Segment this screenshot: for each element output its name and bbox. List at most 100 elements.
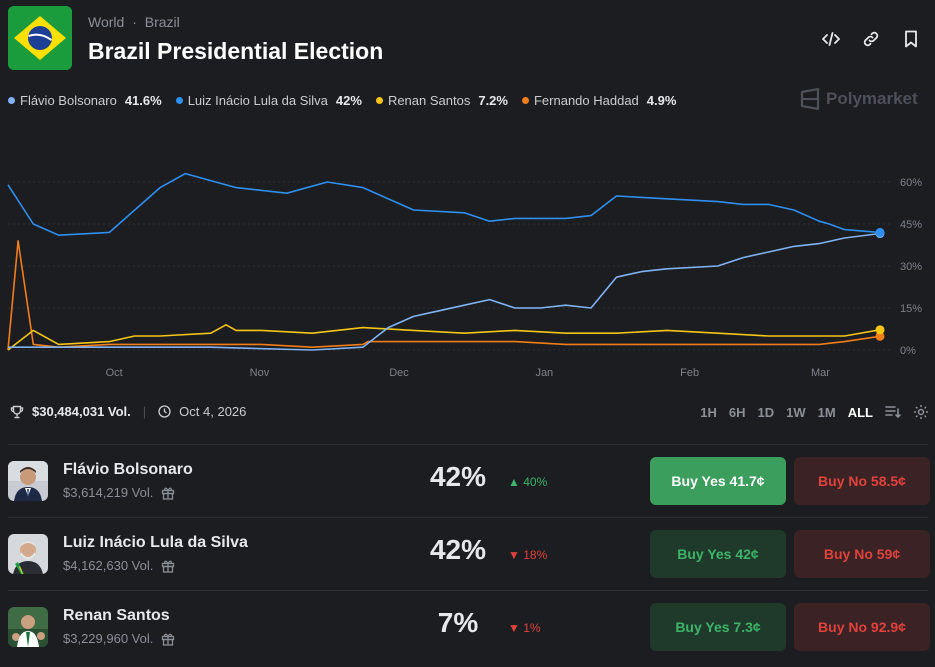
legend-value: 4.9% <box>646 93 677 108</box>
candidate-avatar <box>8 607 48 647</box>
series-line <box>7 324 881 351</box>
legend-item-haddad: Fernando Haddad 4.9% <box>521 93 677 108</box>
series-end-point <box>875 325 885 335</box>
end-date: Oct 4, 2026 <box>179 404 247 419</box>
legend-name: Flávio Bolsonaro <box>20 93 117 108</box>
volume-text: $3,229,960 Vol. <box>63 631 154 646</box>
legend-item-renan: Renan Santos 7.2% <box>375 93 508 108</box>
x-tick-label: Oct <box>106 367 123 379</box>
down-arrow-icon: ▼ <box>508 621 520 635</box>
buy-yes-button[interactable]: Buy Yes 42¢ <box>650 530 786 578</box>
outcome-probability: 42% <box>429 534 487 565</box>
outcome-row[interactable]: Luiz Inácio Lula da Silva $4,162,630 Vol… <box>8 517 930 589</box>
link-icon[interactable] <box>860 28 882 50</box>
legend-item-flavio: Flávio Bolsonaro 41.6% <box>8 93 162 108</box>
embed-code-icon[interactable] <box>820 28 842 50</box>
legend-value: 7.2% <box>478 93 508 108</box>
breadcrumb-brazil[interactable]: Brazil <box>144 14 180 30</box>
outcome-row[interactable]: Flávio Bolsonaro $3,614,219 Vol. 42% ▲ 4… <box>8 444 930 516</box>
candidate-avatar <box>8 534 48 574</box>
sort-icon[interactable] <box>885 405 901 419</box>
gift-icon[interactable] <box>161 559 175 573</box>
y-tick-label: 15% <box>900 303 922 315</box>
y-tick-label: 45% <box>900 219 922 231</box>
candidate-volume: $3,229,960 Vol. <box>63 631 175 646</box>
change-value: 40% <box>523 475 548 489</box>
legend-dot <box>175 97 183 104</box>
legend-dot <box>8 97 15 104</box>
legend-name: Fernando Haddad <box>533 93 639 108</box>
change-down-indicator: ▼ 1% <box>508 621 541 635</box>
series-end-point <box>875 331 885 341</box>
market-header: World · Brazil Brazil Presidential Elect… <box>8 6 928 72</box>
breadcrumb-separator: · <box>132 14 137 30</box>
x-tick-label: Feb <box>680 367 699 379</box>
buy-no-button[interactable]: Buy No 58.5¢ <box>794 457 930 505</box>
change-value: 18% <box>523 548 548 562</box>
buy-yes-button[interactable]: Buy Yes 41.7¢ <box>650 457 786 505</box>
legend-value: 41.6% <box>124 93 162 108</box>
legend-dot <box>375 97 383 104</box>
legend-name: Luiz Inácio Lula da Silva <box>187 93 328 108</box>
time-range-selector: 1H 6H 1D 1W 1M ALL <box>700 404 929 420</box>
candidate-name: Renan Santos <box>63 607 170 624</box>
candidate-volume: $3,614,219 Vol. <box>63 485 175 500</box>
candidate-avatar <box>8 461 48 501</box>
gift-icon[interactable] <box>161 486 175 500</box>
series-line <box>8 232 881 351</box>
y-tick-label: 60% <box>900 177 922 189</box>
x-tick-label: Jan <box>535 367 553 379</box>
total-volume: $30,484,031 Vol. <box>32 404 131 419</box>
bookmark-icon[interactable] <box>900 28 922 50</box>
series-line <box>7 240 881 351</box>
gift-icon[interactable] <box>161 632 175 646</box>
brazil-flag-icon <box>8 6 72 70</box>
y-tick-label: 30% <box>900 261 922 273</box>
x-tick-label: Mar <box>811 367 830 379</box>
x-tick-label: Dec <box>389 367 409 379</box>
outcome-probability: 42% <box>429 461 487 492</box>
candidate-name: Luiz Inácio Lula da Silva <box>63 534 248 551</box>
buy-no-button[interactable]: Buy No 92.9¢ <box>794 603 930 651</box>
breadcrumb: World · Brazil <box>88 14 180 30</box>
legend-name: Renan Santos <box>387 93 471 108</box>
stats-divider: | <box>142 404 147 419</box>
change-down-indicator: ▼ 18% <box>508 548 547 562</box>
x-tick-label: Nov <box>250 367 270 379</box>
legend-dot <box>521 97 529 104</box>
range-6h[interactable]: 6H <box>728 404 746 420</box>
candidate-name: Flávio Bolsonaro <box>63 461 193 478</box>
change-value: 1% <box>523 621 541 635</box>
change-up-indicator: ▲ 40% <box>508 475 547 489</box>
range-1m[interactable]: 1M <box>817 404 836 420</box>
breadcrumb-world[interactable]: World <box>88 14 125 30</box>
series-line <box>7 172 881 236</box>
range-1d[interactable]: 1D <box>757 404 775 420</box>
trophy-icon <box>10 405 24 418</box>
outcome-probability: 7% <box>437 607 479 638</box>
brand-name: Polymarket <box>826 89 918 108</box>
market-stats: $30,484,031 Vol. | Oct 4, 2026 <box>10 404 246 419</box>
up-arrow-icon: ▲ <box>508 475 520 489</box>
chart-legend: Flávio Bolsonaro 41.6% Luiz Inácio Lula … <box>8 93 676 108</box>
y-tick-label: 0% <box>900 345 916 357</box>
polymarket-logo: Polymarket <box>800 88 918 110</box>
clock-icon <box>158 405 171 418</box>
page-title: Brazil Presidential Election <box>88 38 384 64</box>
legend-value: 42% <box>335 93 362 108</box>
legend-item-lula: Luiz Inácio Lula da Silva 42% <box>175 93 362 108</box>
outcome-row[interactable]: Renan Santos $3,229,960 Vol. 7% ▼ 1% Buy… <box>8 590 930 662</box>
range-1w[interactable]: 1W <box>786 404 806 420</box>
buy-yes-button[interactable]: Buy Yes 7.3¢ <box>650 603 786 651</box>
buy-no-button[interactable]: Buy No 59¢ <box>794 530 930 578</box>
volume-text: $3,614,219 Vol. <box>63 485 154 500</box>
price-history-chart[interactable]: 60% 45% 30% 15% 0% Oct Nov Dec Jan Feb Mar <box>0 150 935 390</box>
candidate-volume: $4,162,630 Vol. <box>63 558 175 573</box>
down-arrow-icon: ▼ <box>508 548 520 562</box>
range-all[interactable]: ALL <box>847 404 873 420</box>
series-end-point <box>875 227 885 237</box>
settings-gear-icon[interactable] <box>913 404 929 420</box>
range-1h[interactable]: 1H <box>700 404 717 420</box>
volume-text: $4,162,630 Vol. <box>63 558 154 573</box>
polymarket-logo-icon <box>800 88 820 110</box>
